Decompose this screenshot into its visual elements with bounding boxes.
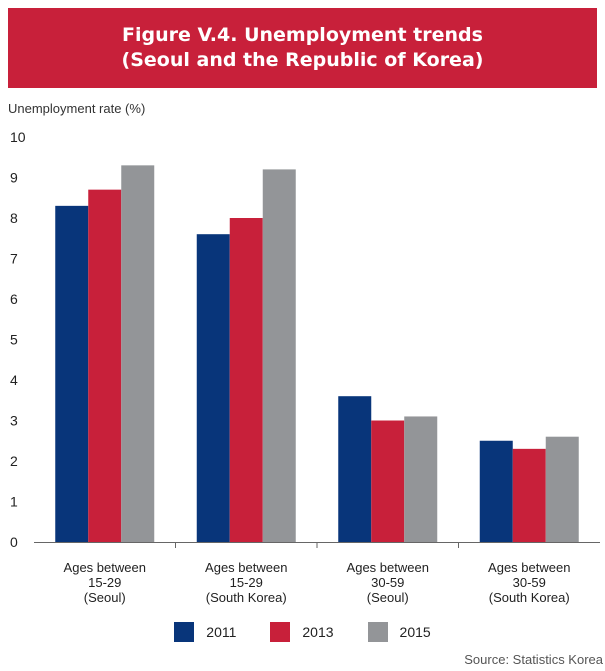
bar-2013-0 <box>88 189 122 542</box>
bar-2015-1 <box>262 169 296 542</box>
chart-title-line-2: (Seoul and the Republic of Korea) <box>121 49 484 71</box>
y-tick-label: 3 <box>10 413 18 429</box>
bar-2011-3 <box>479 440 513 542</box>
bar-2013-3 <box>512 448 546 542</box>
title-banner: Figure V.4. Unemployment trends (Seoul a… <box>8 8 597 88</box>
legend-item-2013: 2013 <box>270 622 334 642</box>
y-tick-label: 10 <box>10 129 26 145</box>
bar-2015-0 <box>121 165 155 542</box>
y-axis-label: Unemployment rate (%) <box>8 101 146 116</box>
legend-item-2015: 2015 <box>367 622 431 642</box>
bar-2015-3 <box>545 436 579 542</box>
legend-label-2013: 2013 <box>302 624 334 640</box>
y-tick-label: 5 <box>10 332 18 348</box>
y-tick-label: 2 <box>10 453 18 469</box>
source-note: Source: Statistics Korea <box>464 652 603 667</box>
y-tick-label: 8 <box>10 210 18 226</box>
y-tick-label: 6 <box>10 291 18 307</box>
legend-item-2011: 2011 <box>174 622 236 642</box>
bar-2013-2 <box>371 420 405 542</box>
category-label: Ages between 15-29 (Seoul) <box>64 560 146 605</box>
bar-2015-2 <box>404 416 438 542</box>
y-tick-label: 0 <box>10 534 18 550</box>
y-tick-label: 7 <box>10 251 18 267</box>
chart-title-line-1: Figure V.4. Unemployment trends <box>122 24 483 46</box>
bar-2011-0 <box>55 205 89 542</box>
y-tick-label: 1 <box>10 494 18 510</box>
legend: 2011 2013 2015 <box>0 622 605 642</box>
legend-swatch-2013 <box>270 622 291 642</box>
legend-label-2011: 2011 <box>206 624 237 640</box>
legend-swatch-2015 <box>367 622 388 642</box>
category-label: Ages between 15-29 (South Korea) <box>205 560 287 605</box>
category-label: Ages between 30-59 (Seoul) <box>347 560 429 605</box>
bar-2011-2 <box>338 396 372 542</box>
category-label: Ages between 30-59 (South Korea) <box>488 560 570 605</box>
bar-chart: 0 1 2 3 4 5 6 7 8 9 10 Ages between 15-29 (Seoul) Ages… <box>10 129 600 605</box>
bar-2011-1 <box>196 234 230 542</box>
y-tick-label: 9 <box>10 170 18 186</box>
legend-label-2015: 2015 <box>399 624 431 640</box>
y-tick-label: 4 <box>10 372 18 388</box>
bar-2013-1 <box>229 218 263 542</box>
legend-swatch-2011 <box>174 622 195 642</box>
